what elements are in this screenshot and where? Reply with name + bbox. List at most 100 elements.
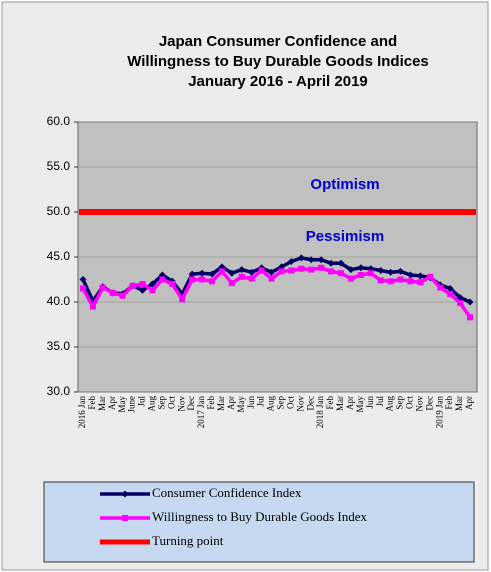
point: [169, 281, 176, 287]
x-tick-label: Feb: [325, 396, 335, 410]
point: [198, 269, 206, 277]
series-line: [81, 265, 472, 319]
x-tick-label: Mar: [335, 396, 345, 411]
y-tick-label: 35.0: [47, 339, 71, 353]
point: [307, 256, 315, 264]
point: [238, 273, 245, 280]
point: [79, 276, 87, 283]
point: [139, 281, 146, 287]
point: [377, 277, 384, 284]
point: [199, 276, 206, 283]
y-tick-label: 40.0: [47, 294, 71, 308]
x-tick-label: Apr: [345, 396, 355, 410]
x-tick-label: 2018 Jan: [315, 396, 325, 429]
x-tick-label: Nov: [414, 396, 424, 412]
x-tick-label: Mar: [216, 396, 226, 411]
point: [208, 270, 216, 278]
point: [139, 286, 147, 294]
x-tick-label: May: [236, 396, 246, 413]
point: [159, 276, 166, 283]
point: [417, 279, 424, 286]
x-tick-label: Aug: [147, 396, 157, 412]
point: [148, 280, 156, 288]
x-tick-label: June: [127, 396, 137, 413]
x-tick-label: May: [117, 396, 127, 413]
point: [337, 259, 345, 267]
point: [447, 290, 454, 297]
point: [189, 276, 196, 283]
legend-label: Willingness to Buy Durable Goods Index: [152, 509, 368, 524]
point: [288, 267, 295, 274]
point: [258, 267, 265, 274]
point: [328, 268, 335, 275]
point: [248, 268, 256, 276]
point: [149, 287, 156, 294]
point: [467, 314, 473, 321]
point: [298, 265, 305, 272]
x-tick-label: Feb: [444, 396, 454, 410]
point: [109, 290, 116, 296]
x-tick-label: Jul: [137, 396, 147, 407]
point: [238, 266, 246, 274]
point: [397, 267, 405, 275]
x-tick-label: Jul: [375, 396, 385, 407]
point: [188, 270, 196, 278]
point: [209, 278, 215, 285]
x-tick-label: Dec: [305, 396, 315, 411]
legend-label: Turning point: [152, 533, 224, 548]
point: [297, 254, 305, 262]
x-tick-label: Oct: [405, 396, 415, 409]
legend-label: Consumer Confidence Index: [152, 485, 302, 500]
y-tick-label: 50.0: [47, 204, 71, 218]
x-tick-label: Sep: [395, 396, 405, 410]
legend-marker: [122, 515, 128, 521]
point: [367, 270, 374, 277]
x-tick-label: 2017 Jan: [196, 396, 206, 429]
x-tick-label: May: [355, 396, 365, 413]
x-tick-label: Aug: [266, 396, 276, 412]
point: [129, 282, 136, 289]
x-tick-label: Sep: [276, 396, 286, 410]
point: [119, 292, 126, 299]
point: [228, 280, 235, 287]
point: [347, 266, 355, 274]
point: [287, 258, 295, 265]
point: [99, 284, 106, 291]
annotation: Optimism: [310, 176, 379, 193]
point: [318, 264, 325, 271]
x-tick-label: Dec: [424, 396, 434, 411]
point: [327, 259, 335, 267]
x-tick-label: Aug: [385, 396, 395, 412]
x-tick-label: Nov: [295, 396, 305, 412]
point: [406, 271, 414, 279]
point: [387, 268, 395, 276]
point: [228, 269, 236, 277]
x-tick-label: Feb: [206, 396, 216, 410]
point: [357, 272, 364, 278]
x-tick-label: Mar: [454, 396, 464, 411]
y-tick-label: 45.0: [47, 249, 71, 263]
point: [308, 266, 315, 273]
chart-title: January 2016 - April 2019: [188, 73, 368, 90]
point: [407, 278, 414, 285]
x-tick-label: Sep: [156, 396, 166, 410]
point: [347, 275, 354, 282]
point: [80, 285, 86, 292]
y-tick-label: 30.0: [47, 384, 71, 398]
point: [218, 268, 225, 275]
y-tick-label: 55.0: [47, 159, 71, 173]
x-tick-label: Oct: [166, 396, 176, 409]
x-tick-label: Dec: [186, 396, 196, 411]
x-tick-label: Apr: [226, 396, 236, 410]
point: [268, 268, 276, 276]
point: [317, 256, 325, 264]
point: [248, 275, 255, 282]
x-tick-label: Feb: [87, 396, 97, 410]
legend-marker: [121, 490, 129, 498]
point: [416, 272, 424, 280]
x-tick-label: Nov: [176, 396, 186, 412]
x-tick-label: Jun: [246, 396, 256, 409]
x-tick-label: Apr: [464, 396, 474, 410]
y-tick-label: 60.0: [47, 114, 71, 128]
